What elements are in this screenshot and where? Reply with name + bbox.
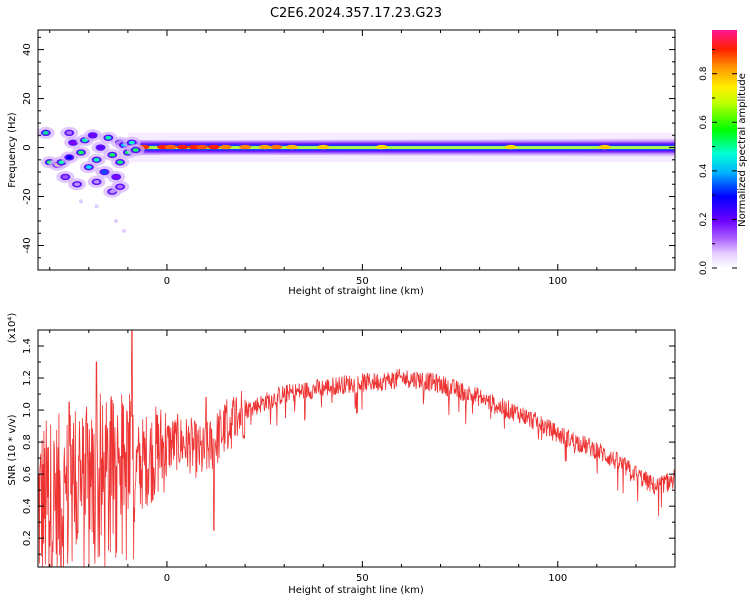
- colorbar-tick-label: 0.8: [699, 66, 709, 81]
- band-hotspot: [239, 144, 252, 150]
- blob-core: [101, 170, 108, 174]
- blob-core: [62, 175, 69, 179]
- spectrogram-ytick-label: -40: [22, 237, 33, 253]
- spectrogram-panel: 0 50 100 -40 -20 0 20 40 Height of straight lin…: [7, 29, 676, 297]
- figure-title: C2E6.2024.357.17.23.G23: [270, 6, 442, 21]
- colorbar-tick-label: 0.0: [699, 261, 709, 276]
- band-hotspot: [270, 144, 283, 150]
- blob-core: [97, 145, 104, 150]
- band-hotspot: [196, 144, 209, 150]
- blob-core: [109, 153, 116, 157]
- spectrogram-ytick-label: 40: [22, 43, 33, 56]
- snr-ytick-label: 0.4: [22, 498, 33, 514]
- blob-core: [105, 135, 112, 140]
- spectrogram-ytick-label: 0: [22, 144, 33, 150]
- snr-xtick-label: 0: [164, 573, 170, 584]
- spectrogram-xlabel: Height of straight line (km): [288, 286, 424, 297]
- colorbar-tick-label: 0.2: [699, 212, 709, 226]
- band-hotspot: [164, 144, 177, 150]
- snr-xlabel: Height of straight line (km): [288, 585, 424, 596]
- blob-core: [117, 184, 124, 189]
- blob-core: [132, 148, 139, 152]
- snr-plot-area: [38, 330, 675, 567]
- spectrogram-xtick-label: 50: [356, 276, 369, 287]
- blob-core: [77, 150, 84, 155]
- colorbar-tick-label: 0.4: [699, 163, 709, 178]
- band-hotspot: [375, 144, 388, 150]
- band-hotspot: [258, 144, 271, 150]
- blob-core: [66, 131, 73, 135]
- spectrogram-xtick-label: 0: [164, 276, 170, 287]
- snr-ytick-label: 1.0: [22, 402, 33, 418]
- snr-ylabel: SNR (10 * v/v): [7, 414, 18, 485]
- snr-ytick-label: 1.4: [22, 338, 33, 354]
- snr-xtick-label: 100: [548, 573, 567, 584]
- colorbar: 0.0 0.2 0.4 0.6 0.8 Normalized spectral ampl…: [699, 30, 748, 275]
- colorbar-label: Normalized spectral amplitude: [737, 73, 748, 227]
- snr-ytick-label: 0.8: [22, 434, 33, 450]
- spectrogram-xtick-label: 100: [548, 276, 567, 287]
- blob-core: [93, 157, 100, 162]
- blob-core: [128, 140, 135, 145]
- snr-axes: 0 50 100 0.2 0.4 0.6 0.8 1.0 1.2 1.4: [22, 329, 676, 584]
- blob-core: [93, 180, 100, 184]
- band-hotspot: [598, 144, 611, 150]
- blob-core: [42, 131, 49, 135]
- band-hotspot: [219, 144, 232, 150]
- spectrogram-image: [38, 126, 675, 233]
- speck: [94, 204, 99, 209]
- snr-ytick-label: 1.2: [22, 370, 33, 386]
- blob-core: [113, 175, 120, 179]
- speck: [114, 219, 119, 224]
- snr-multiplier: (x10⁴): [7, 313, 18, 344]
- band-hotspot: [286, 144, 299, 150]
- blob-core: [66, 155, 73, 160]
- snr-line: [38, 330, 675, 567]
- blob-core: [117, 160, 124, 165]
- band-hotspot: [176, 144, 189, 150]
- snr-panel: 0 50 100 0.2 0.4 0.6 0.8 1.0 1.2 1.4 Height of st…: [7, 313, 676, 596]
- blob-core: [74, 182, 81, 187]
- colorbar-bar: [712, 30, 737, 268]
- snr-frame: [37, 329, 676, 568]
- band-hotspot: [207, 144, 220, 150]
- spectrogram-frame: [37, 29, 676, 271]
- speck: [121, 228, 126, 233]
- spectrogram-ylabel: Frequency (Hz): [7, 112, 18, 188]
- speck: [78, 199, 83, 204]
- band-hotspot: [504, 144, 517, 150]
- blob-core: [70, 140, 77, 145]
- snr-xtick-label: 50: [356, 573, 369, 584]
- spectrogram-ytick-label: 20: [22, 92, 33, 105]
- colorbar-tick-label: 0.6: [699, 115, 709, 130]
- snr-ytick-label: 0.2: [22, 530, 33, 546]
- band-core: [135, 146, 675, 150]
- band-hotspot: [317, 144, 330, 150]
- spectrogram-axes: 0 50 100 -40 -20 0 20 40: [22, 30, 676, 287]
- blob-core: [85, 165, 92, 169]
- blob-core: [89, 133, 96, 138]
- colorbar-ticks: 0.0 0.2 0.4 0.6 0.8: [699, 48, 737, 276]
- spectrogram-ytick-label: -20: [22, 188, 33, 204]
- snr-ytick-label: 0.6: [22, 466, 33, 482]
